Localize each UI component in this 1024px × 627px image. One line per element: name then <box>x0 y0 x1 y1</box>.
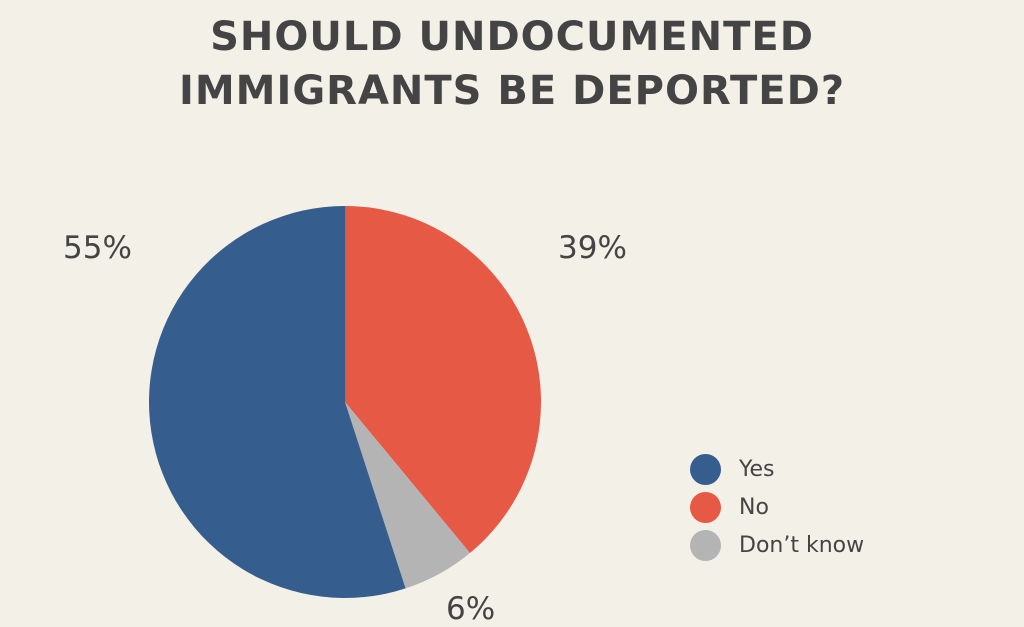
pie-slice-dont-know <box>345 402 470 589</box>
legend-swatch-dont-know <box>690 529 721 561</box>
legend-item-no: No <box>690 488 864 526</box>
chart-legend: Yes No Don’t know <box>690 450 864 564</box>
legend-label-yes: Yes <box>739 456 775 482</box>
legend-item-yes: Yes <box>690 450 864 488</box>
legend-swatch-yes <box>690 453 721 485</box>
pie-slice-yes <box>149 206 406 598</box>
legend-item-dont-know: Don’t know <box>690 526 864 564</box>
pct-label-yes: 55% <box>63 230 132 266</box>
legend-label-no: No <box>739 494 769 520</box>
legend-swatch-no <box>690 491 721 523</box>
chart-title-line-2: IMMIGRANTS BE DEPORTED? <box>178 68 846 114</box>
pie-slice-no <box>345 206 542 554</box>
chart-title-line-1: SHOULD UNDOCUMENTED <box>210 14 814 60</box>
legend-label-dont-know: Don’t know <box>739 532 865 558</box>
pct-label-no: 39% <box>558 230 627 266</box>
pct-label-dont-know: 6% <box>446 591 496 627</box>
chart-title: SHOULD UNDOCUMENTED IMMIGRANTS BE DEPORT… <box>0 10 1024 118</box>
